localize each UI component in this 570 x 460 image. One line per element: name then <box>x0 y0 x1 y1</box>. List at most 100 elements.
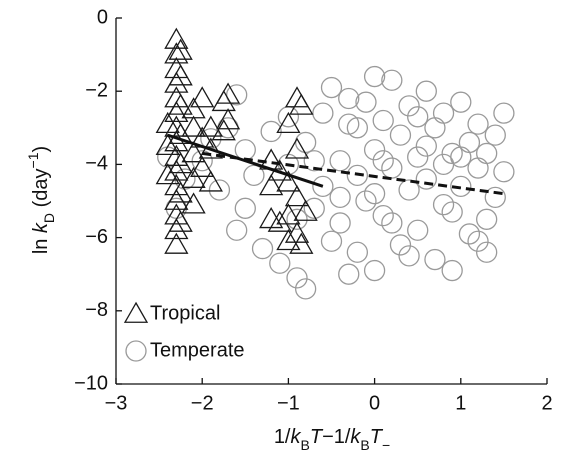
y-tick-label: −10 <box>74 372 108 394</box>
triangle-marker <box>164 71 189 93</box>
triangle-marker <box>198 170 223 192</box>
circle-marker <box>363 183 386 205</box>
triangle-marker <box>276 203 301 225</box>
circle-marker <box>338 87 360 110</box>
circle-marker <box>415 168 437 190</box>
circle-marker <box>381 212 403 234</box>
triangle-marker <box>123 301 149 323</box>
triangle-marker <box>276 170 301 192</box>
triangle-marker <box>164 100 189 123</box>
x-label-part: −1/ <box>322 426 351 448</box>
triangle-marker <box>168 64 193 86</box>
y-tick-label: −8 <box>85 299 108 321</box>
circle-marker <box>312 175 334 198</box>
circle-marker <box>226 219 248 241</box>
circle-marker <box>286 267 308 289</box>
triangle-marker <box>168 38 193 60</box>
triangle-marker <box>211 119 236 141</box>
circle-marker <box>363 259 386 282</box>
x-label-part: 1/ <box>274 426 291 448</box>
triangle-marker <box>168 181 193 203</box>
circle-marker <box>355 91 377 113</box>
y-tick-label: −4 <box>85 153 108 175</box>
triangle-marker <box>181 192 206 214</box>
circle-marker <box>329 212 351 234</box>
triangle-marker <box>168 210 193 232</box>
circle-marker <box>243 164 265 187</box>
triangle-marker <box>164 42 189 64</box>
circle-marker <box>407 219 429 241</box>
circle-marker <box>493 102 515 124</box>
y-label-part: ln <box>30 233 52 254</box>
triangle-marker <box>259 206 284 229</box>
circle-marker <box>432 102 455 124</box>
x-tick-label: 0 <box>369 392 380 414</box>
circle-marker <box>269 252 291 274</box>
plot-area <box>155 27 515 300</box>
triangle-marker <box>259 174 284 196</box>
triangle-marker <box>181 115 206 137</box>
triangle-marker <box>215 108 241 130</box>
circle-marker <box>389 234 412 256</box>
y-axis-label: ln kD (day−1) <box>25 146 57 254</box>
circle-marker <box>493 161 515 183</box>
circle-marker <box>432 153 455 176</box>
triangle-marker <box>267 210 292 232</box>
circle-marker <box>303 197 325 219</box>
circle-marker <box>389 124 412 146</box>
circle-marker <box>476 208 498 230</box>
circle-marker <box>450 91 472 113</box>
x-tick-label: 1 <box>455 392 466 414</box>
circle-marker <box>260 120 282 143</box>
y-label-part: D <box>41 213 57 223</box>
circle-marker <box>476 241 498 263</box>
y-label-part: ) <box>30 146 52 153</box>
triangle-marker <box>168 152 193 174</box>
circle-marker <box>407 106 429 128</box>
circle-marker <box>346 117 369 139</box>
circle-marker <box>286 208 308 230</box>
circle-marker <box>398 95 420 117</box>
circle-marker <box>363 65 386 88</box>
triangle-marker <box>155 133 180 155</box>
circle-marker <box>398 245 420 267</box>
circle-marker <box>441 259 463 282</box>
circle-marker <box>338 263 360 285</box>
x-label-part: k <box>350 426 361 448</box>
circle-marker <box>441 201 463 223</box>
circle-marker <box>277 106 300 128</box>
triangle-marker <box>164 86 189 108</box>
x-label-part: k <box>291 426 302 448</box>
triangle-marker <box>164 232 189 254</box>
circle-marker <box>458 223 481 245</box>
triangle-marker <box>276 228 301 251</box>
x-label-part: − <box>382 437 390 453</box>
circle-marker <box>441 142 463 165</box>
circle-marker <box>372 150 394 172</box>
triangle-marker <box>198 115 223 137</box>
triangle-marker <box>289 232 314 254</box>
y-label-part: (day <box>30 168 52 212</box>
circle-marker <box>476 142 498 165</box>
legend-label: Temperate <box>150 339 245 361</box>
legend-label: Tropical <box>150 302 220 324</box>
circle-marker <box>294 278 317 300</box>
x-tick-label: 2 <box>541 392 552 414</box>
y-label-part: −1 <box>25 152 41 168</box>
x-tick-label: −3 <box>105 392 128 414</box>
triangle-marker <box>181 141 206 163</box>
triangle-marker <box>164 217 189 240</box>
triangle-marker <box>164 188 189 210</box>
circle-marker <box>424 117 446 139</box>
circle-marker <box>355 190 377 212</box>
circle-marker <box>191 150 213 172</box>
triangle-marker <box>284 185 310 207</box>
circle-marker <box>251 237 274 260</box>
trend-line <box>202 151 505 196</box>
x-label-part: B <box>360 437 369 453</box>
x-label-part: T <box>370 426 384 448</box>
circle-marker <box>432 194 455 216</box>
circle-marker <box>320 230 343 252</box>
circle-marker <box>234 197 256 219</box>
